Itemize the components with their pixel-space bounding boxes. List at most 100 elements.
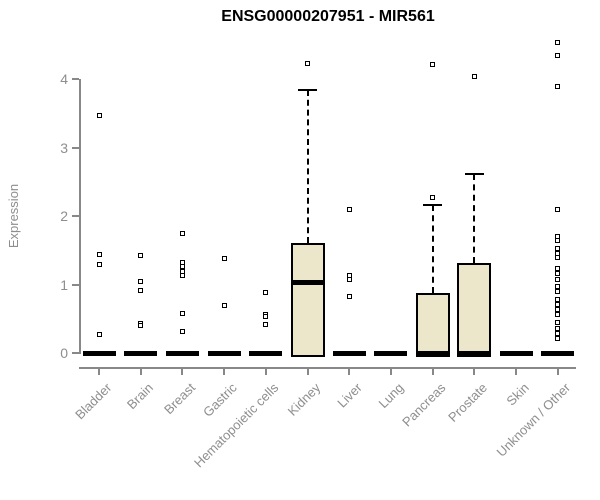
outlier-point xyxy=(555,265,561,271)
outlier-point xyxy=(430,194,436,200)
outlier-point xyxy=(179,264,185,270)
outlier-point xyxy=(555,283,561,289)
box xyxy=(415,292,450,357)
x-tick-label: Bladder xyxy=(72,380,115,423)
box xyxy=(457,262,492,357)
x-tick xyxy=(389,367,392,375)
outlier-point xyxy=(555,306,561,312)
x-tick-label: Liver xyxy=(334,380,365,411)
outlier-point xyxy=(346,277,352,283)
y-axis-line xyxy=(79,79,81,354)
y-tick xyxy=(72,283,79,286)
outlier-point xyxy=(96,112,102,118)
outlier-point xyxy=(179,273,185,279)
outlier-point xyxy=(555,271,561,277)
zero-bar xyxy=(207,351,241,356)
outlier-point xyxy=(179,329,185,335)
x-tick xyxy=(181,367,184,375)
outlier-point xyxy=(179,230,185,236)
y-tick-label: 4 xyxy=(60,71,68,88)
x-tick xyxy=(348,367,351,375)
outlier-point xyxy=(138,287,144,293)
whisker-cap xyxy=(423,203,443,206)
x-tick-label: Lung xyxy=(375,380,407,412)
y-axis-label: Expression xyxy=(6,183,21,249)
zero-bar xyxy=(457,351,491,356)
whisker-cap xyxy=(464,172,484,175)
outlier-point xyxy=(555,319,561,325)
x-tick xyxy=(556,367,559,375)
outlier-point xyxy=(138,252,144,258)
zero-bar xyxy=(499,351,533,356)
outlier-point xyxy=(555,335,561,341)
outlier-point xyxy=(555,297,561,303)
outlier-point xyxy=(555,233,561,239)
outlier-point xyxy=(555,312,561,318)
outlier-point xyxy=(555,53,561,58)
median-line xyxy=(290,280,325,285)
zero-bar xyxy=(124,351,158,356)
outlier-point xyxy=(179,310,185,316)
outlier-point xyxy=(138,323,144,329)
y-tick-label: 1 xyxy=(60,276,68,293)
box xyxy=(290,242,325,357)
x-tick xyxy=(473,367,476,375)
x-tick xyxy=(515,367,517,375)
y-tick-label: 0 xyxy=(60,345,68,361)
x-tick-label: Brain xyxy=(124,380,157,413)
outlier-point xyxy=(96,252,102,257)
y-tick-label: 2 xyxy=(60,208,68,225)
x-axis-line xyxy=(79,367,576,369)
outlier-point xyxy=(555,238,561,244)
x-tick-label: Pancreas xyxy=(398,380,449,430)
whisker-cap xyxy=(298,88,317,91)
outlier-point xyxy=(555,325,561,331)
chart-title: ENSG00000207951 - MIR561 xyxy=(221,8,435,25)
outlier-point xyxy=(96,262,102,268)
zero-bar xyxy=(165,351,199,356)
y-tick xyxy=(72,215,79,218)
x-tick-label: Skin xyxy=(503,380,532,409)
zero-bar xyxy=(541,351,575,356)
whisker xyxy=(473,173,476,263)
x-tick-label: Breast xyxy=(160,380,199,418)
outlier-point xyxy=(555,245,561,251)
y-tick xyxy=(72,78,79,81)
outlier-point xyxy=(555,276,561,282)
zero-bar xyxy=(374,351,408,356)
outlier-point xyxy=(221,303,227,309)
outlier-point xyxy=(555,40,561,45)
x-tick xyxy=(98,367,100,375)
outlier-point xyxy=(555,255,561,261)
x-tick xyxy=(139,367,142,375)
x-tick-label: Unknown / Other xyxy=(493,380,574,460)
outlier-point xyxy=(555,288,561,294)
zero-bar xyxy=(332,351,366,356)
outlier-point xyxy=(555,250,561,256)
outlier-point xyxy=(346,206,352,212)
outlier-point xyxy=(96,332,102,337)
x-tick xyxy=(431,367,434,375)
outlier-point xyxy=(555,206,561,212)
x-tick-label: Gastric xyxy=(199,380,240,420)
zero-bar xyxy=(249,351,283,356)
x-tick-label: Kidney xyxy=(284,380,324,419)
y-tick xyxy=(72,352,79,354)
outlier-point xyxy=(305,61,310,67)
x-tick-label: Prostate xyxy=(445,380,490,425)
outlier-point xyxy=(138,279,144,285)
y-tick xyxy=(72,146,79,149)
y-tick-label: 3 xyxy=(60,139,68,156)
zero-bar xyxy=(82,351,116,356)
outlier-point xyxy=(471,74,477,80)
outlier-point xyxy=(263,314,269,320)
whisker xyxy=(306,89,309,243)
whisker xyxy=(431,204,434,293)
outlier-point xyxy=(263,321,269,327)
x-tick xyxy=(223,367,226,375)
x-tick xyxy=(306,367,309,375)
outlier-point xyxy=(346,294,352,300)
x-tick xyxy=(264,367,267,375)
outlier-point xyxy=(263,289,269,295)
